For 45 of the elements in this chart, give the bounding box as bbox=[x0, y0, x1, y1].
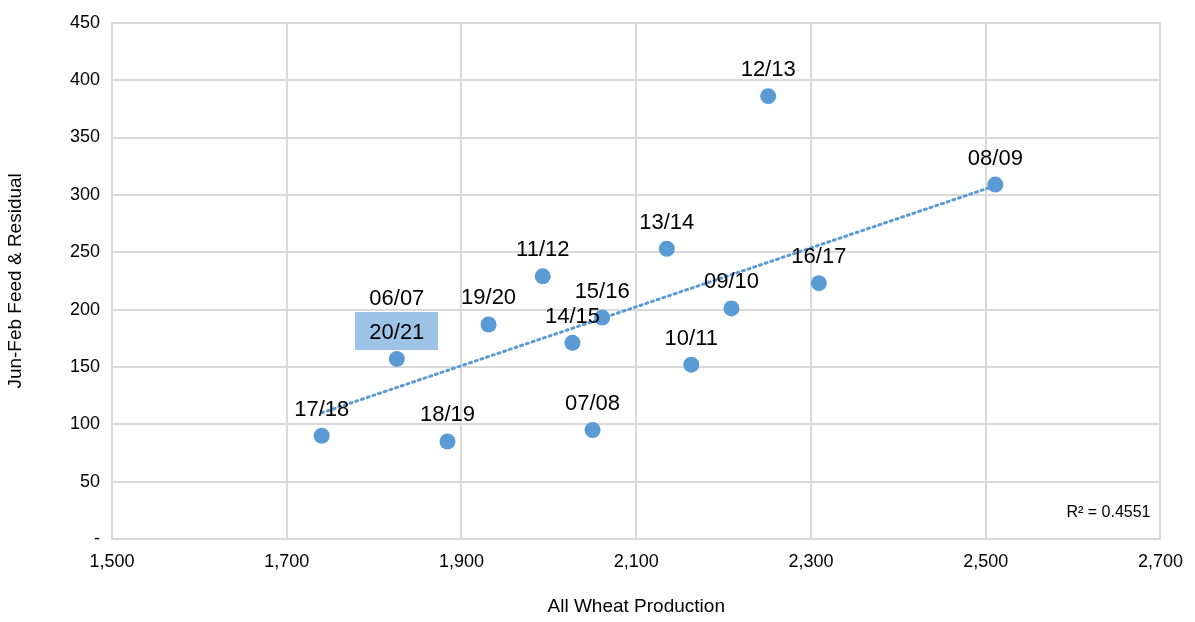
x-tick-label: 2,500 bbox=[963, 550, 1009, 571]
annotation: 06/07 bbox=[369, 284, 425, 310]
x-tick-label: 2,100 bbox=[613, 550, 659, 571]
annotation: 18/19 bbox=[419, 401, 476, 427]
annotation: 11/12 bbox=[516, 236, 570, 262]
x-tick-label: 2,300 bbox=[788, 550, 834, 571]
point bbox=[439, 433, 456, 450]
point bbox=[564, 334, 581, 351]
y-axis-title: Jun-Feb Feed & Residual bbox=[3, 173, 25, 389]
point bbox=[810, 275, 827, 292]
x-tick-label: 1,900 bbox=[438, 550, 485, 571]
annotation: 19/20 bbox=[461, 284, 517, 310]
point bbox=[388, 350, 405, 367]
annotation: 07/08 bbox=[565, 390, 621, 416]
point bbox=[313, 427, 330, 444]
y-tick-label: 200 bbox=[69, 298, 100, 319]
y-tick-label: 300 bbox=[69, 183, 100, 204]
y-tick-label: - bbox=[94, 527, 100, 548]
annotation: 10/11 bbox=[664, 324, 718, 350]
annotation: 15/16 bbox=[574, 277, 630, 303]
point bbox=[723, 300, 740, 317]
annotation: 08/09 bbox=[967, 144, 1023, 170]
point bbox=[658, 240, 675, 257]
point bbox=[480, 316, 497, 333]
annotation: 12/13 bbox=[740, 56, 796, 82]
point bbox=[683, 356, 700, 373]
annotation: 16/17 bbox=[791, 243, 847, 269]
point bbox=[584, 422, 601, 439]
point bbox=[760, 88, 777, 105]
annotation: 20/21 bbox=[369, 318, 425, 344]
x-tick-label: 1,700 bbox=[264, 550, 310, 571]
y-tick-label: 100 bbox=[69, 413, 100, 434]
y-tick-label: 400 bbox=[69, 69, 100, 90]
annotation: 09/10 bbox=[703, 268, 760, 294]
x-axis-title: All Wheat Production bbox=[547, 594, 725, 616]
x-tick-label: 1,500 bbox=[89, 550, 135, 571]
y-tick-label: 250 bbox=[69, 241, 100, 262]
y-tick-label: 450 bbox=[69, 11, 100, 32]
y-tick-label: 350 bbox=[69, 126, 100, 147]
y-tick-label: 50 bbox=[79, 470, 100, 491]
x-tick-label: 2,700 bbox=[1137, 550, 1183, 571]
annotation: 13/14 bbox=[639, 208, 695, 234]
y-tick-label: 150 bbox=[69, 355, 100, 376]
annotation: R² = 0.4551 bbox=[1066, 503, 1151, 520]
point bbox=[534, 268, 551, 285]
